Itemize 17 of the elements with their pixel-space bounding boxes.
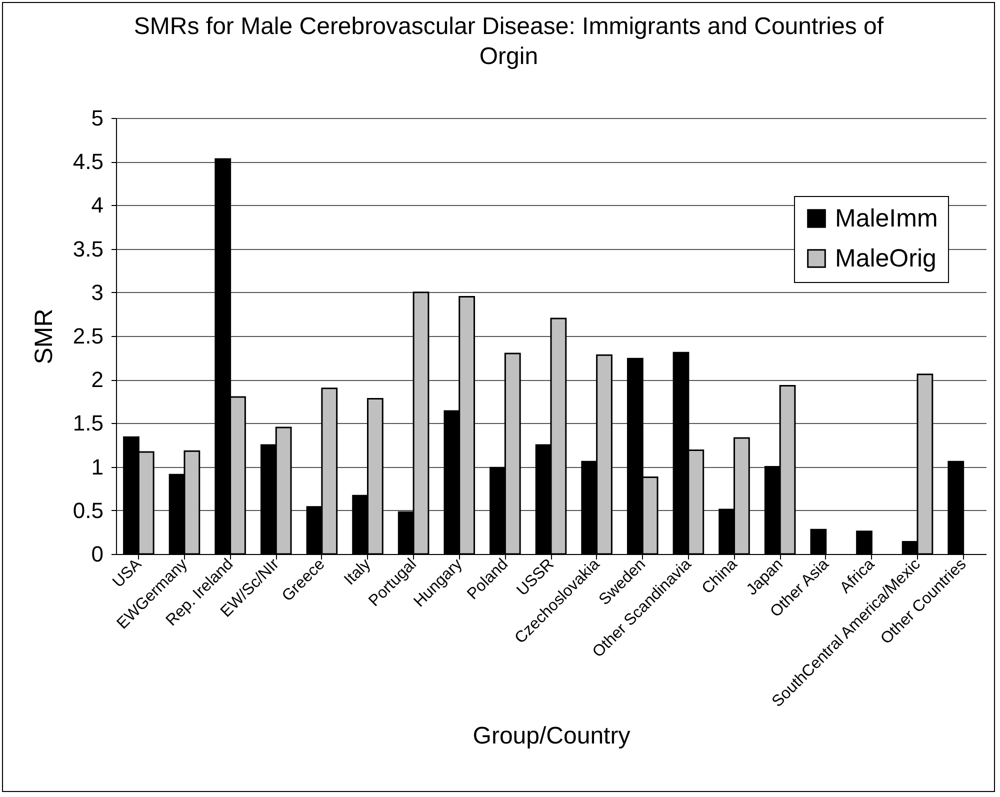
- y-tick-label: 1: [91, 454, 104, 480]
- y-tick-label: 3: [91, 280, 104, 305]
- y-tick-label: 0: [91, 542, 104, 566]
- y-tick-label: 0.5: [72, 498, 104, 523]
- legend-label: MaleOrig: [835, 244, 936, 272]
- x-axis-title: Group/Country: [472, 722, 630, 750]
- y-axis-title: SMR: [30, 308, 58, 364]
- y-tick-label: 5: [91, 106, 104, 130]
- y-tick-label: 4.5: [72, 149, 104, 174]
- y-tick-label: 2.5: [72, 324, 104, 348]
- legend-label: MaleImm: [835, 204, 938, 232]
- chart-title: SMRs for Male Cerebrovascular Disease: Immigrants and Countries of Orgin: [134, 13, 884, 70]
- y-tick-label: 4: [91, 192, 104, 218]
- y-tick-label: 1.5: [72, 410, 104, 436]
- y-tick-label: 3.5: [72, 236, 104, 262]
- x-tick-label: Italy: [341, 556, 374, 589]
- y-tick-label: 2: [91, 367, 104, 392]
